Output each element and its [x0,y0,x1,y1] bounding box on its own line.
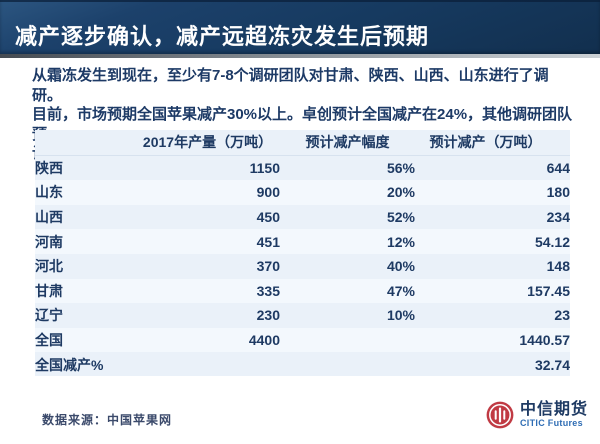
cell-region: 河北 [35,258,63,275]
table-header-row: 2017年产量（万吨） 预计减产幅度 预计减产（万吨） [35,130,570,156]
cell-reduction-pct: 47% [386,282,415,299]
table-row: 山西 450 52% 234 [35,205,570,230]
table-row: 全国 4400 1440.57 [35,327,570,353]
table-row: 甘肃 335 47% 157.45 [35,278,570,304]
cell-reduction-amount: 54.12 [534,233,570,250]
cell-reduction-pct [280,328,415,353]
cell-reduction-amount: 234 [546,209,570,226]
citic-logo-text: 中信期货 CITIC Futures [520,401,588,429]
production-table-panel: 2017年产量（万吨） 预计减产幅度 预计减产（万吨） 陕西 1150 56% 644… [35,130,570,376]
table-row: 山东 900 20% 180 [35,180,570,205]
cell-production-2017: 370 [256,258,280,275]
cell-reduction-amount: 157.45 [527,282,570,299]
data-source-note: 数据来源：中国苹果网 [42,413,173,427]
cell-reduction-pct: 52% [386,209,415,226]
cell-reduction-amount: 23 [554,307,570,324]
cell-production-2017 [135,352,280,377]
col-header-region [35,130,135,156]
cell-region: 河南 [35,233,63,250]
citic-futures-logo: 中信期货 CITIC Futures [486,401,588,429]
page-title: 减产逐步确认，减产远超冻灾发生后预期 [15,24,430,49]
cell-reduction-pct: 12% [386,233,415,250]
header-bar [0,0,600,54]
cell-production-2017: 900 [256,184,280,201]
cell-reduction-amount: 32.74 [534,356,570,373]
cell-reduction-pct: 56% [386,159,415,176]
cell-reduction-amount: 644 [546,159,570,176]
cell-reduction-pct: 40% [386,258,415,275]
cell-region: 甘肃 [35,282,63,299]
cell-production-2017: 451 [256,233,280,250]
cell-production-2017: 450 [256,209,280,226]
table-row: 河北 370 40% 148 [35,254,570,279]
citic-logo-cn: 中信期货 [520,401,589,418]
cell-production-2017: 335 [256,282,280,299]
cell-reduction-amount: 180 [546,184,570,201]
table-row: 河南 451 12% 54.12 [35,229,570,254]
intro-line: 从霜冻发生到现在，至少有7-8个调研团队对甘肃、陕西、山西、山东进行了调研。 [32,67,549,104]
production-table: 2017年产量（万吨） 预计减产幅度 预计减产（万吨） 陕西 1150 56% 644… [35,130,570,377]
cell-region: 全国减产% [35,356,104,373]
cell-reduction-amount: 148 [546,258,570,275]
citic-logo-en: CITIC Futures [520,418,583,428]
cell-region: 山西 [35,209,63,226]
cell-production-2017: 1150 [249,159,280,176]
cell-region: 辽宁 [35,307,63,324]
col-header-reduction-pct: 预计减产幅度 [280,130,415,156]
cell-production-2017: 230 [256,307,280,324]
cell-reduction-pct [280,352,415,377]
cell-production-2017: 4400 [248,332,280,349]
cell-region: 全国 [35,332,63,349]
header-divider [0,54,600,58]
cell-region: 山东 [35,184,63,201]
col-header-production-2017: 2017年产量（万吨） [135,130,280,156]
cell-reduction-pct: 10% [386,307,415,324]
table-row: 辽宁 230 10% 23 [35,303,570,328]
cell-region: 陕西 [35,159,63,176]
cell-reduction-pct: 20% [386,184,415,201]
col-header-reduction-amount: 预计减产（万吨） [415,130,570,156]
table-body: 陕西 1150 56% 644 山东 900 20% 180 山西 450 52% 234 河南 451 1… [35,155,570,377]
table-row: 全国减产% 32.74 [35,352,570,377]
cell-reduction-amount: 1440.57 [519,332,570,349]
citic-logo-icon [486,401,514,429]
table-row: 陕西 1150 56% 644 [35,155,570,180]
